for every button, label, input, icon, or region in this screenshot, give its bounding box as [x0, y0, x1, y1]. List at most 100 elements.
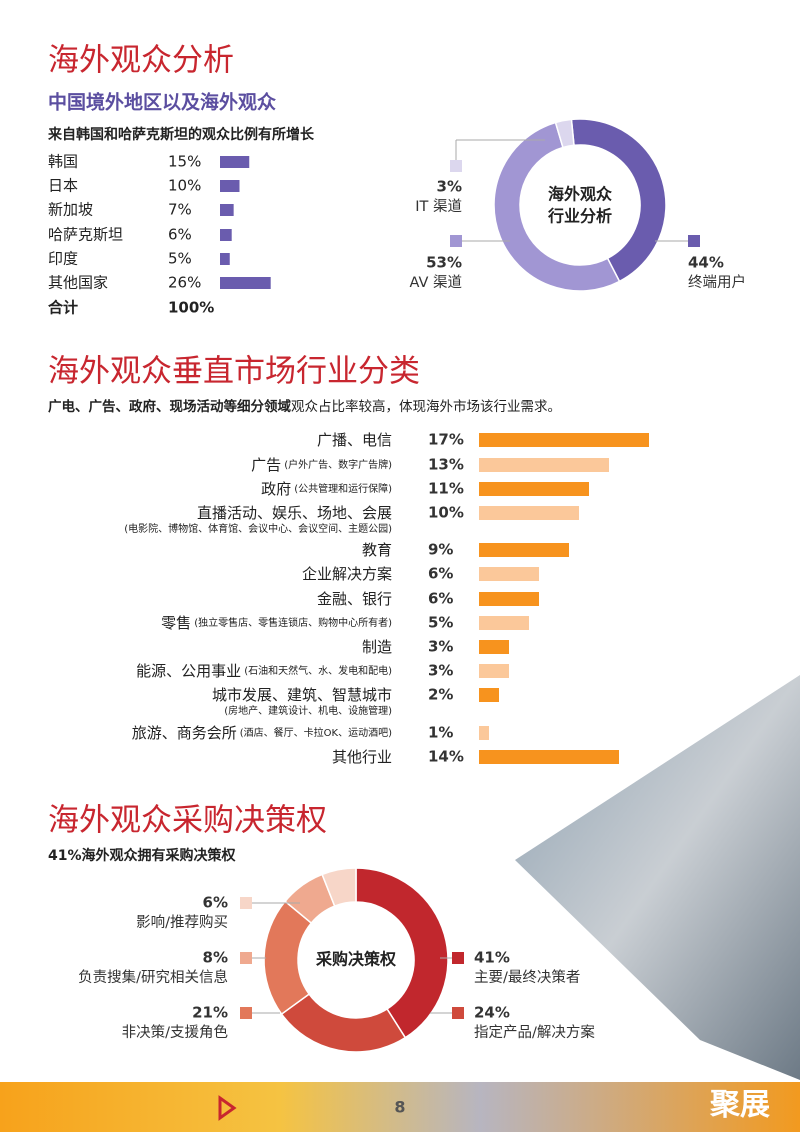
legend-label: 终端用户	[688, 274, 746, 291]
donut-slice	[570, 118, 667, 283]
category-note: (独立零售店、零售连锁店、购物中心所有者)	[194, 616, 392, 629]
row-label: 直播活动、娱乐、场地、会展	[197, 504, 392, 522]
row-label: 日本	[48, 177, 78, 195]
bar	[479, 592, 539, 606]
donut-slice	[554, 118, 575, 149]
donut-slice	[280, 993, 407, 1053]
value-label: 6%	[428, 590, 453, 608]
bar	[479, 482, 589, 496]
row-label: 零售 (独立零售店、零售连锁店、购物中心所有者)	[161, 614, 392, 632]
legend-label: 影响/推荐购买	[136, 914, 228, 931]
bar	[220, 180, 240, 192]
value-label: 17%	[428, 431, 464, 449]
legend-label: 指定产品/解决方案	[474, 1023, 595, 1041]
category-note: (电影院、博物馆、体育馆、会议中心、会议空间、主题公园)	[124, 522, 392, 535]
category: 城市发展、建筑、智慧城市	[212, 686, 392, 704]
bar	[479, 616, 529, 630]
bar	[220, 229, 232, 241]
row-label: 制造	[362, 638, 392, 656]
bar	[479, 750, 619, 764]
category: 广告	[251, 456, 281, 474]
value-label: 5%	[168, 250, 192, 268]
value-label: 10%	[168, 177, 201, 195]
value-label: 3%	[437, 178, 462, 196]
bar	[479, 726, 489, 740]
bar	[479, 567, 539, 581]
lead-rest: 观众占比率较高，体现海外市场该行业需求。	[291, 398, 561, 415]
bar	[479, 664, 509, 678]
page-number: 8	[394, 1098, 405, 1117]
row-label: 广播、电信	[317, 431, 392, 449]
category: 企业解决方案	[302, 565, 392, 583]
category-note: (户外广告、数字广告牌)	[284, 458, 392, 471]
bar	[220, 156, 250, 168]
bar	[479, 433, 649, 447]
legend-label: 负责搜集/研究相关信息	[78, 969, 228, 986]
value-label: 3%	[428, 638, 453, 656]
bar	[479, 458, 609, 472]
category-note: (房地产、建筑设计、机电、设施管理)	[224, 704, 392, 717]
legend-swatch	[688, 235, 700, 247]
legend-swatch	[450, 235, 462, 247]
value-label: 24%	[474, 1004, 510, 1022]
value-label: 5%	[428, 614, 453, 632]
donut-slice	[355, 867, 449, 1039]
row-label: 城市发展、建筑、智慧城市	[212, 686, 392, 704]
value-label: 10%	[428, 504, 464, 522]
category: 零售	[161, 614, 191, 632]
donut-center: 采购决策权	[315, 950, 397, 969]
category-note: (公共管理和运行保障)	[294, 482, 392, 495]
legend-swatch	[450, 160, 462, 172]
row-label: 新加坡	[48, 201, 93, 219]
category: 其他行业	[332, 748, 392, 766]
legend-label: IT 渠道	[415, 198, 462, 215]
value-label: 14%	[428, 748, 464, 766]
value-label: 53%	[426, 254, 462, 272]
total-label: 合计	[47, 299, 78, 317]
row-label: 政府 (公共管理和运行保障)	[261, 480, 392, 498]
bar	[220, 204, 234, 216]
total-value: 100%	[168, 299, 214, 317]
legend-label: AV 渠道	[409, 274, 462, 291]
row-label: 教育	[362, 541, 392, 559]
value-label: 2%	[428, 686, 453, 704]
section-title: 海外观众垂直市场行业分类	[48, 354, 420, 390]
row-label: 广告 (户外广告、数字广告牌)	[251, 456, 392, 474]
value-label: 44%	[688, 254, 724, 272]
category-note: (酒店、餐厅、卡拉OK、运动酒吧)	[240, 726, 392, 739]
row-label: 旅游、商务会所 (酒店、餐厅、卡拉OK、运动酒吧)	[132, 724, 392, 742]
value-label: 9%	[428, 541, 453, 559]
category: 直播活动、娱乐、场地、会展	[197, 504, 392, 522]
row-label: 金融、银行	[317, 590, 392, 608]
value-label: 6%	[428, 565, 453, 583]
value-label: 13%	[428, 456, 464, 474]
lead: 广电、广告、政府、现场活动等细分领域观众占比率较高，体现海外市场该行业需求。	[48, 398, 561, 415]
legend-swatch	[240, 1007, 252, 1019]
donut-slice	[321, 867, 357, 908]
note: 41%海外观众拥有采购决策权	[48, 847, 237, 864]
legend-label: 主要/最终决策者	[474, 969, 580, 986]
bar	[479, 640, 509, 654]
category: 金融、银行	[317, 590, 392, 608]
row-label: 其他行业	[332, 748, 392, 766]
category: 广播、电信	[317, 431, 392, 449]
donut-center: 行业分析	[547, 207, 612, 226]
lead-bold: 广电、广告、政府、现场活动等细分领域	[48, 398, 291, 415]
footer-band	[0, 1082, 800, 1132]
donut-slice	[493, 121, 621, 292]
bar	[479, 543, 569, 557]
category: 制造	[362, 638, 392, 656]
value-label: 7%	[168, 201, 192, 219]
bar	[220, 253, 230, 265]
value-label: 21%	[192, 1004, 228, 1022]
value-label: 6%	[203, 894, 228, 912]
value-label: 26%	[168, 274, 201, 292]
value-label: 8%	[203, 949, 228, 967]
row-label: 印度	[48, 250, 78, 268]
value-label: 1%	[428, 724, 453, 742]
category: 政府	[261, 480, 291, 498]
value-label: 3%	[428, 662, 453, 680]
row-label: 韩国	[48, 153, 78, 171]
